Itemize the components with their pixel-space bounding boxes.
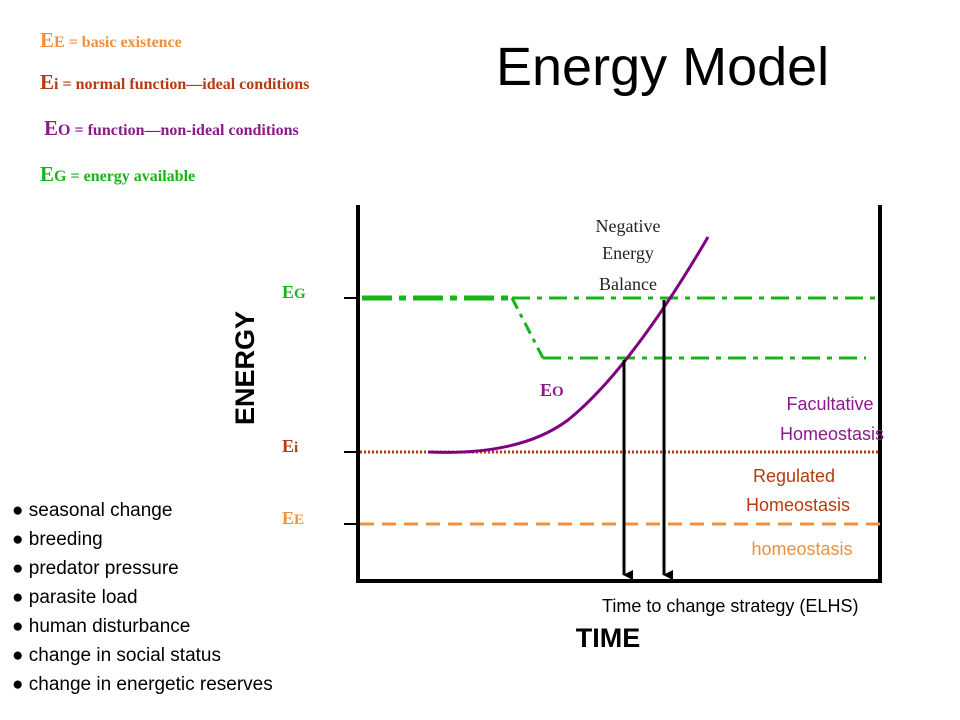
eo-level-subscript: O (552, 384, 564, 400)
ee-text: = basic existence (64, 34, 182, 51)
ee-level-label: EE (282, 508, 304, 528)
ei-level-subscript: i (294, 440, 298, 456)
ee-level-subscript: E (294, 512, 304, 528)
definition-ei: Ei = normal function—ideal conditions (40, 70, 309, 95)
factor-list: ● seasonal change ● breeding ● predator … (12, 496, 273, 699)
negative-balance-line1: Negative (596, 216, 661, 236)
eg-text: = energy available (66, 168, 196, 185)
definition-ee: EE = basic existence (40, 28, 182, 53)
ee-subscript: E (54, 34, 65, 51)
list-item: ● seasonal change (12, 500, 173, 521)
ei-subscript: i (54, 76, 59, 93)
x-axis-label: TIME (576, 623, 641, 653)
list-item: ● predator pressure (12, 558, 179, 579)
eo-curve (427, 236, 710, 454)
ee-symbol: E (40, 28, 55, 52)
eo-symbol: E (44, 116, 59, 140)
time-to-change-label: Time to change strategy (ELHS) (602, 596, 858, 616)
ei-symbol: E (40, 70, 55, 94)
eg-subscript: G (54, 168, 67, 185)
list-item: ● change in social status (12, 645, 221, 666)
eg-symbol: E (40, 162, 55, 186)
eg-level-subscript: G (294, 286, 306, 302)
list-item: ● change in energetic reserves (12, 674, 273, 695)
definition-eo: EO = function—non-ideal conditions (44, 116, 299, 141)
facultative-line1: Facultative (786, 394, 873, 414)
facultative-line2: Homeostasis (780, 424, 884, 444)
homeostasis-label: homeostasis (751, 539, 852, 559)
eo-text: = function—non-ideal conditions (70, 122, 299, 139)
ei-level-label: Ei (282, 436, 298, 456)
regulated-line1: Regulated (753, 466, 835, 486)
eg-level-label: EG (282, 282, 306, 302)
y-axis-label: ENERGY (230, 311, 260, 425)
negative-balance-line3: Balance (599, 274, 657, 294)
eo-subscript: O (58, 122, 71, 139)
regulated-line2: Homeostasis (746, 495, 850, 515)
eo-level-label: EO (540, 380, 564, 400)
eg-line-drop (510, 297, 545, 359)
definition-eg: EG = energy available (40, 162, 195, 187)
ei-text: = normal function—ideal conditions (58, 76, 310, 93)
list-item: ● parasite load (12, 587, 138, 608)
list-item: ● human disturbance (12, 616, 191, 637)
page-title: Energy Model (496, 37, 830, 97)
negative-balance-line2: Energy (602, 243, 654, 263)
list-item: ● breeding (12, 529, 103, 550)
